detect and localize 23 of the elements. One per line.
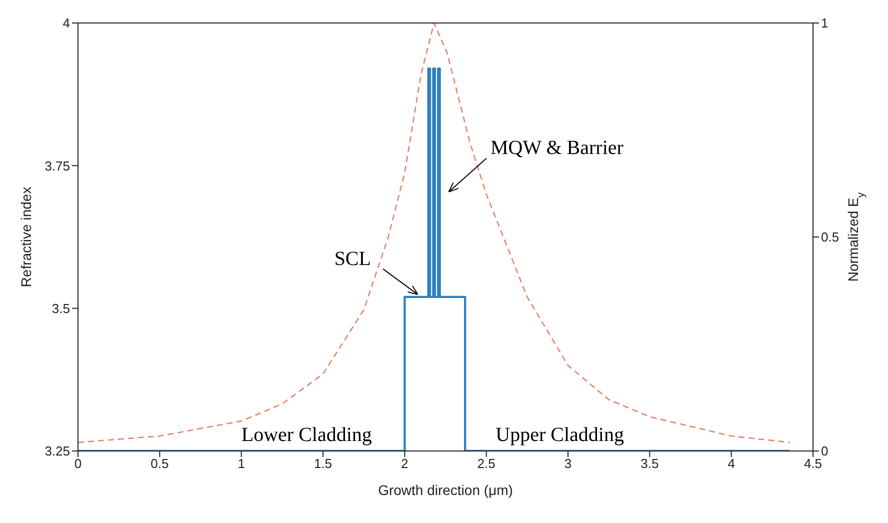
x-tick-label: 1.5 <box>314 456 332 472</box>
x-tick-label: 3 <box>564 456 572 472</box>
x-tick-label: 2.5 <box>477 456 496 472</box>
x-tick-label: 1 <box>238 456 245 472</box>
x-axis-title: Growth direction (μm) <box>378 482 513 498</box>
y-tick-label: 3.25 <box>44 444 70 459</box>
x-tick-label: 3.5 <box>640 456 659 472</box>
x-tick-label: 0.5 <box>150 456 169 472</box>
annotation: MQW & Barrier <box>490 137 624 160</box>
y-tick-label: 3.5 <box>52 300 70 316</box>
y-axis-title: Refractive index <box>18 186 34 288</box>
y2-tick-label: 1 <box>821 16 828 31</box>
y2-tick-label: 0.5 <box>821 230 840 245</box>
x-tick-label: 0 <box>74 456 82 472</box>
x-tick-label: 4 <box>728 456 735 472</box>
y2-tick-label: 0 <box>821 444 828 459</box>
x-tick-label: 4.5 <box>804 456 822 472</box>
y-tick-label: 3.75 <box>44 158 70 174</box>
annotation: Upper Cladding <box>496 424 624 446</box>
annotation: SCL <box>334 248 371 270</box>
y-tick-label: 4 <box>62 16 70 31</box>
annotation: Lower Cladding <box>241 424 372 446</box>
x-tick-label: 2 <box>401 456 408 472</box>
